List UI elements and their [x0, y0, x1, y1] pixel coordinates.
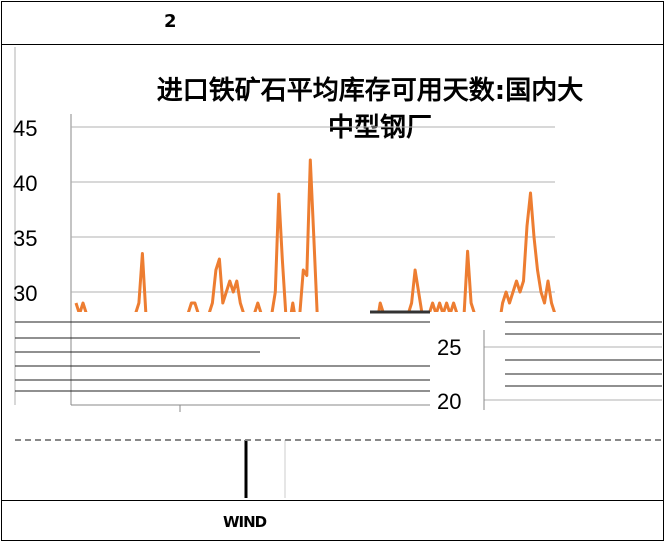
y-tick-25: 25	[437, 335, 461, 360]
series-line-0	[74, 158, 556, 312]
report-footer: WIND	[1, 500, 664, 541]
y-tick-45: 45	[13, 116, 37, 141]
y-tick-30: 30	[13, 281, 37, 306]
render-artifact-lines	[15, 310, 662, 498]
source-label: WIND	[223, 513, 267, 531]
header-text: 2	[164, 11, 177, 32]
y-tick-35: 35	[13, 226, 37, 251]
y-tick-40: 40	[13, 171, 37, 196]
report-header: 2	[1, 1, 664, 45]
chart-title-line-1: 进口铁矿石平均库存可用天数:国内大	[157, 75, 583, 106]
chart-title-line-2: 中型钢厂	[328, 113, 432, 143]
y-tick-20: 20	[437, 389, 461, 414]
series-group	[74, 158, 556, 312]
